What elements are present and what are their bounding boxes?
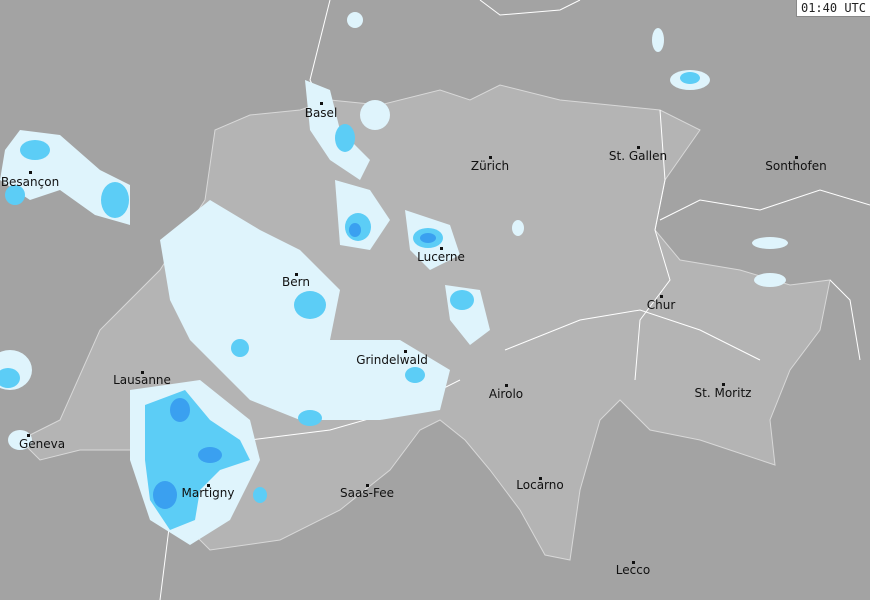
city-dot [320, 102, 323, 105]
city-dot [440, 247, 443, 250]
city-dot [632, 561, 635, 564]
city-dot [795, 156, 798, 159]
city-dot [366, 484, 369, 487]
city-label: Lucerne [417, 250, 465, 264]
city-label: Lausanne [113, 373, 171, 387]
city-label: Besançon [0, 175, 60, 189]
city-dot [207, 484, 210, 487]
city-dot [539, 477, 542, 480]
city-label: Locarno [516, 478, 564, 492]
city-label: Basel [304, 106, 338, 120]
city-label: Airolo [488, 387, 524, 401]
city-label: St. Gallen [608, 149, 668, 163]
city-label: Grindelwald [356, 353, 428, 367]
city-label: Martigny [181, 486, 235, 500]
city-label: Saas-Fee [340, 486, 394, 500]
city-dot [29, 171, 32, 174]
city-label: Sonthofen [765, 159, 827, 173]
city-dot [141, 371, 144, 374]
city-dot [722, 383, 725, 386]
city-dot [295, 273, 298, 276]
city-dot [505, 384, 508, 387]
city-dot [637, 146, 640, 149]
city-label: Lecco [615, 563, 651, 577]
city-dot [404, 350, 407, 353]
city-label: Chur [646, 298, 676, 312]
city-dot [660, 295, 663, 298]
rain-heavy [153, 223, 436, 509]
city-label: Zürich [470, 159, 510, 173]
city-label: Geneva [18, 437, 66, 451]
city-dot [489, 156, 492, 159]
city-label: St. Moritz [694, 386, 752, 400]
city-dot [27, 434, 30, 437]
city-label: Bern [282, 275, 310, 289]
timestamp: 01:40 UTC [795, 0, 870, 17]
